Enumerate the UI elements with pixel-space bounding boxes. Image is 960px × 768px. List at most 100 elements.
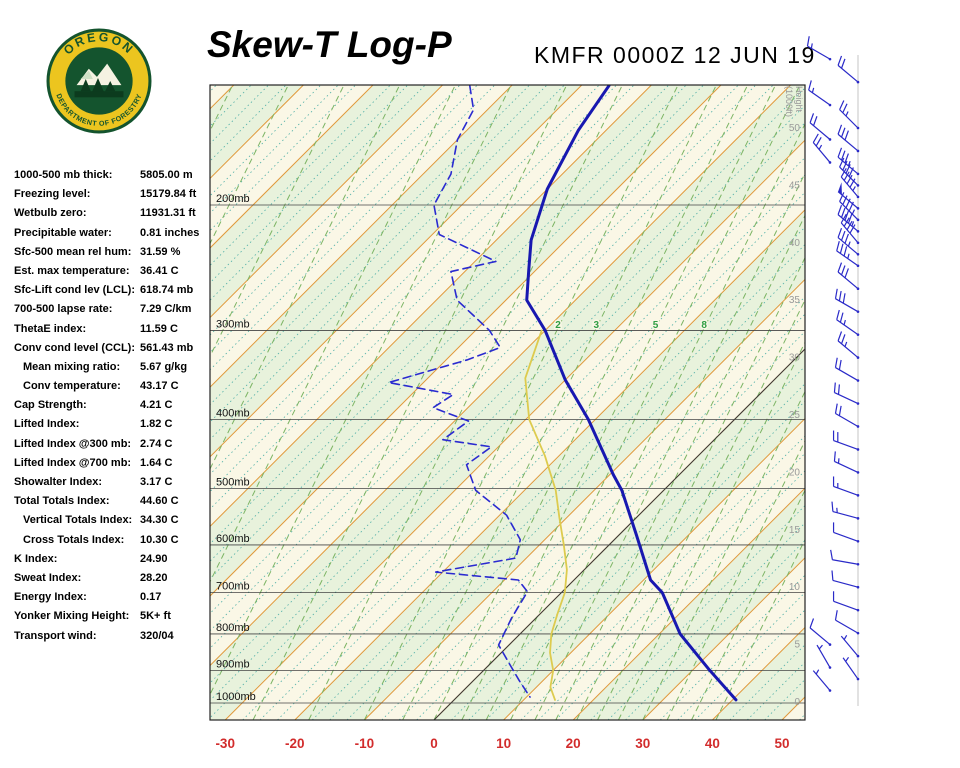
stat-row: Sweat Index: 28.20 bbox=[14, 572, 219, 591]
stat-value: 11.59 C bbox=[140, 322, 178, 335]
stat-label: Showalter Index: bbox=[14, 476, 103, 488]
svg-text:35: 35 bbox=[789, 295, 801, 306]
stat-value: 3.17 C bbox=[140, 476, 173, 488]
wind-barb bbox=[832, 591, 860, 612]
wind-barbs bbox=[806, 36, 860, 706]
svg-text:10: 10 bbox=[496, 736, 511, 751]
stat-value: 36.41 C bbox=[140, 264, 179, 277]
wind-barb bbox=[834, 610, 860, 635]
logo-ground bbox=[74, 91, 124, 98]
wind-barb bbox=[812, 133, 832, 164]
stat-value: 5K+ ft bbox=[140, 610, 171, 623]
stat-label: Total Totals Index: bbox=[14, 495, 110, 508]
stat-label: Yonker Mixing Height: bbox=[14, 610, 130, 623]
logo-mountains bbox=[76, 63, 122, 86]
stat-row: Lifted Index: 1.82 C bbox=[14, 418, 219, 437]
stat-value: 28.20 bbox=[140, 571, 168, 584]
logo-mountain-shadow bbox=[80, 70, 93, 79]
stat-row: 700-500 lapse rate: 7.29 C/km bbox=[14, 303, 219, 322]
wind-barb bbox=[837, 331, 860, 359]
svg-text:40: 40 bbox=[705, 736, 720, 751]
stat-label: Wetbulb zero: bbox=[14, 207, 87, 220]
logo-trees bbox=[80, 77, 116, 93]
wind-barb bbox=[833, 451, 860, 474]
svg-text:-10: -10 bbox=[355, 736, 375, 751]
stat-label: Cap Strength: bbox=[14, 399, 87, 412]
stats-panel: 1000-500 mb thick: 5805.00 m Freezing leve… bbox=[14, 169, 219, 649]
svg-text:0: 0 bbox=[430, 736, 438, 751]
stat-label: Lifted Index @300 mb: bbox=[14, 437, 132, 450]
stat-value: 561.43 mb bbox=[140, 341, 194, 354]
svg-text:500mb: 500mb bbox=[216, 477, 250, 489]
wind-barb bbox=[840, 168, 860, 199]
svg-text:-20: -20 bbox=[285, 736, 305, 751]
mixing-ratio-label: 3 bbox=[594, 320, 600, 331]
svg-text:600mb: 600mb bbox=[216, 533, 250, 545]
stat-row: Total Totals Index: 44.60 C bbox=[14, 495, 219, 514]
svg-text:900mb: 900mb bbox=[216, 658, 250, 670]
svg-text:25: 25 bbox=[789, 410, 801, 421]
svg-text:30: 30 bbox=[789, 353, 801, 364]
stat-row: Freezing level: 15179.84 ft bbox=[14, 188, 219, 207]
stat-value: 1.82 C bbox=[140, 418, 173, 431]
wind-barb bbox=[832, 430, 860, 451]
svg-text:-30: -30 bbox=[215, 736, 235, 751]
chart-frame bbox=[209, 84, 806, 721]
stat-row: Sfc-500 mean rel hum: 31.59 % bbox=[14, 246, 219, 265]
wind-barb bbox=[837, 182, 860, 210]
wind-barb bbox=[836, 241, 860, 268]
stat-label: 700-500 lapse rate: bbox=[14, 303, 113, 316]
wind-barb bbox=[806, 36, 832, 61]
wind-barb bbox=[839, 157, 860, 187]
stat-row: Showalter Index: 3.17 C bbox=[14, 476, 219, 495]
temperature-profile-line bbox=[525, 85, 738, 702]
stat-value: 0.17 bbox=[140, 591, 162, 604]
stat-row: Energy Index: 0.17 bbox=[14, 591, 219, 610]
stat-label: Cross Totals Index: bbox=[23, 533, 125, 546]
svg-text:200mb: 200mb bbox=[216, 193, 250, 205]
svg-text:300mb: 300mb bbox=[216, 318, 250, 330]
svg-text:5: 5 bbox=[794, 640, 800, 651]
stat-value: 2.74 C bbox=[140, 437, 173, 450]
stat-value: 5.67 g/kg bbox=[140, 360, 188, 373]
height-axis-title: Height(1000ft) bbox=[784, 86, 804, 117]
stat-row: Precipitable water: 0.81 inches bbox=[14, 227, 219, 246]
svg-text:400mb: 400mb bbox=[216, 407, 250, 419]
stat-row: Lifted Index @700 mb: 1.64 C bbox=[14, 457, 219, 476]
stat-value: 43.17 C bbox=[140, 380, 179, 393]
station-datetime: KMFR 0000Z 12 JUN 19 bbox=[534, 42, 816, 68]
stat-label: Conv temperature: bbox=[23, 380, 121, 393]
stat-label: Energy Index: bbox=[14, 591, 87, 604]
stat-label: ThetaE index: bbox=[14, 322, 87, 335]
wind-barb bbox=[834, 357, 860, 382]
stat-label: Lifted Index @700 mb: bbox=[14, 456, 132, 469]
stat-row: Conv cond level (CCL): 561.43 mb bbox=[14, 342, 219, 361]
svg-text:1000mb: 1000mb bbox=[216, 691, 256, 703]
wind-barb bbox=[834, 288, 860, 313]
wind-barb bbox=[837, 262, 860, 291]
stat-row: Lifted Index @300 mb: 2.74 C bbox=[14, 438, 219, 457]
wind-barb bbox=[837, 227, 860, 256]
stat-value: 44.60 C bbox=[140, 495, 179, 508]
stat-row: Est. max temperature: 36.41 C bbox=[14, 265, 219, 284]
stat-value: 0.81 inches bbox=[140, 226, 200, 239]
wind-barb bbox=[837, 205, 860, 233]
stat-value: 11931.31 ft bbox=[140, 207, 196, 220]
wind-barb bbox=[836, 309, 860, 336]
stat-label: Sfc-500 mean rel hum: bbox=[14, 245, 132, 258]
svg-text:20: 20 bbox=[566, 736, 581, 751]
svg-text:30: 30 bbox=[635, 736, 650, 751]
svg-text:45: 45 bbox=[789, 180, 801, 191]
stat-label: Mean mixing ratio: bbox=[23, 360, 121, 373]
stat-row: Wetbulb zero: 11931.31 ft bbox=[14, 207, 219, 226]
stat-row: K Index: 24.90 bbox=[14, 553, 219, 572]
stat-row: Sfc-Lift cond lev (LCL): 618.74 mb bbox=[14, 284, 219, 303]
stat-row: Transport wind: 320/04 bbox=[14, 630, 219, 649]
wind-barb bbox=[837, 147, 860, 176]
stat-row: Conv temperature: 43.17 C bbox=[14, 380, 219, 399]
stat-label: 1000-500 mb thick: bbox=[14, 169, 113, 181]
wind-barb bbox=[833, 382, 860, 405]
